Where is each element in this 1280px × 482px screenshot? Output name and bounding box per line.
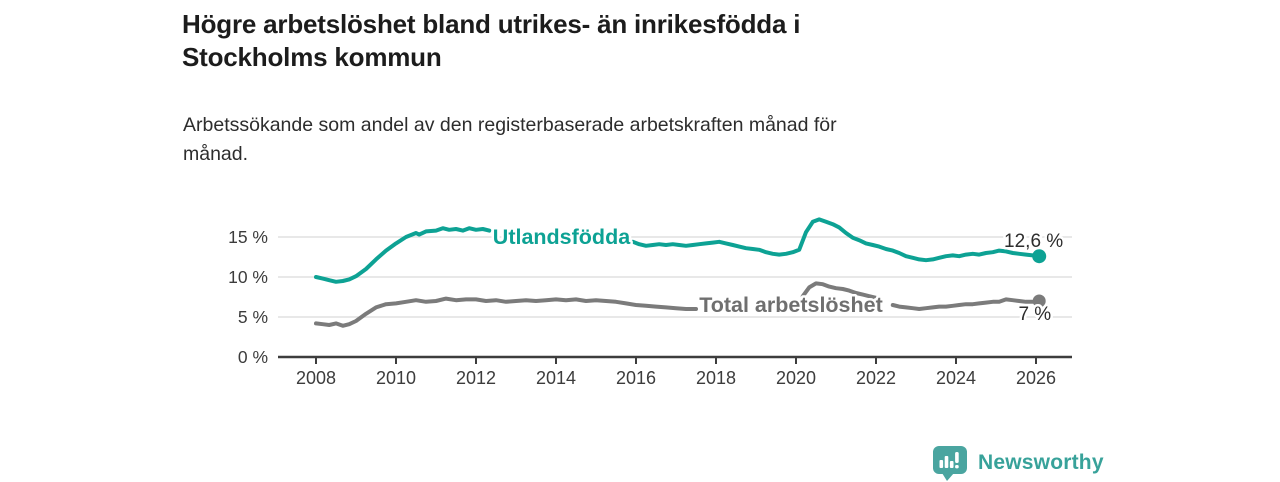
series-end-dot-0 — [1032, 249, 1047, 264]
x-tick-label: 2012 — [456, 368, 496, 388]
series-end-dot-1 — [1032, 294, 1046, 308]
y-tick-label: 5 % — [238, 307, 268, 327]
series-line-1 — [890, 297, 1042, 311]
series-end-value-label-0: 12,6 % — [1004, 231, 1063, 252]
series-end-value-label-1: 7 % — [1018, 304, 1051, 325]
chart-subtitle: Arbetssökande som andel av den registerb… — [183, 114, 837, 166]
x-tick-label: 2008 — [296, 368, 336, 388]
x-tick-label: 2018 — [696, 368, 736, 388]
series-inline-label-0: Utlandsfödda — [493, 225, 631, 249]
series-line-0 — [630, 217, 1042, 263]
y-tick-label: 15 % — [228, 227, 268, 247]
newsworthy-brand: Newsworthy — [932, 444, 1104, 482]
x-tick-label: 2024 — [936, 368, 976, 388]
x-tick-label: 2016 — [616, 368, 656, 388]
series-inline-label-1: Total arbetslöshet — [699, 293, 883, 317]
series-line-1 — [314, 296, 698, 328]
x-tick-label: 2022 — [856, 368, 896, 388]
x-tick-label: 2010 — [376, 368, 416, 388]
y-tick-label: 10 % — [228, 267, 268, 287]
x-tick-label: 2014 — [536, 368, 576, 388]
line-chart: 2008 2010 2012 2014 2016 2018 2020 2022 2024 2026… — [228, 217, 1072, 388]
newsworthy-brand-name: Newsworthy — [978, 451, 1104, 474]
series-line-1 — [800, 281, 878, 300]
series-line-0 — [314, 226, 492, 284]
x-tick-label: 2026 — [1016, 368, 1056, 388]
chart-title: Högre arbetslöshet bland utrikes- än inr… — [182, 9, 801, 73]
newsworthy-logo-icon — [933, 446, 967, 481]
y-tick-label: 0 % — [238, 347, 268, 367]
x-tick-label: 2020 — [776, 368, 816, 388]
